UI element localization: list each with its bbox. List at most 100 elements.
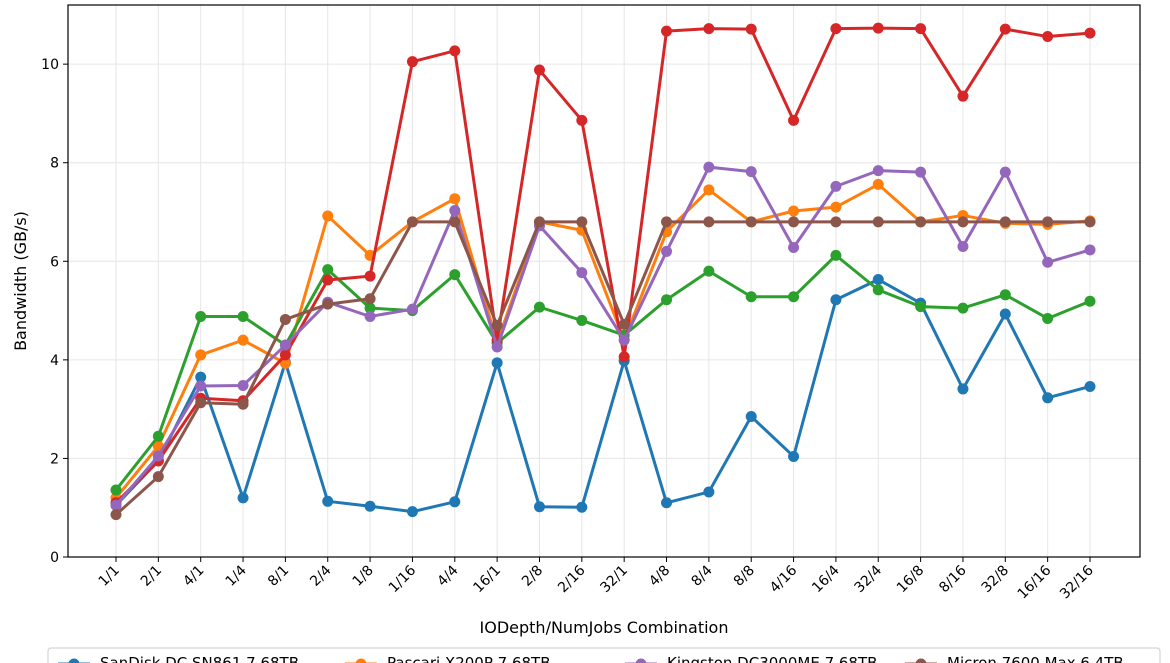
data-point (915, 166, 927, 178)
data-point (364, 302, 376, 314)
data-point (745, 291, 757, 303)
data-point (195, 397, 207, 409)
data-point (788, 114, 800, 126)
data-point (788, 216, 800, 228)
data-point (872, 216, 884, 228)
x-tick-label: 2/8 (519, 563, 546, 590)
data-point (957, 383, 969, 395)
data-point (745, 216, 757, 228)
data-point (872, 165, 884, 177)
grid (68, 5, 1140, 558)
data-point (449, 193, 461, 205)
x-tick-label: 1/1 (96, 563, 123, 590)
data-point (1084, 380, 1096, 392)
data-point (237, 398, 249, 410)
series-line (114, 165, 1091, 507)
data-point (533, 64, 545, 76)
data-point (830, 23, 842, 35)
y-tick-label: 4 (50, 353, 59, 369)
data-point (830, 216, 842, 228)
y-tick-label: 6 (50, 254, 59, 270)
x-tick-label: 4/8 (646, 563, 673, 590)
data-point (449, 496, 461, 508)
data-point (152, 430, 164, 442)
data-point (364, 270, 376, 282)
x-tick-label: 1/4 (223, 562, 250, 589)
data-point (322, 264, 334, 276)
data-point (1084, 216, 1096, 228)
data-point (322, 298, 334, 310)
data-point (788, 291, 800, 303)
data-point (618, 334, 630, 346)
data-point (449, 269, 461, 281)
data-point (999, 23, 1011, 35)
legend-label: SanDisk DC SN861 7.68TB (100, 654, 299, 663)
data-point (703, 184, 715, 196)
data-point (872, 22, 884, 34)
data-point (872, 274, 884, 286)
x-tick-label: 32/8 (979, 563, 1013, 597)
x-tick-label: 1/8 (350, 563, 377, 590)
data-point (576, 267, 588, 279)
legend-marker (915, 658, 927, 663)
data-point (915, 23, 927, 35)
data-point (152, 471, 164, 483)
data-point (491, 341, 503, 353)
data-point (915, 301, 927, 313)
data-point (449, 216, 461, 228)
data-point (999, 216, 1011, 228)
data-point (237, 334, 249, 346)
data-point (195, 310, 207, 322)
data-point (576, 501, 588, 513)
data-point (830, 249, 842, 261)
data-point (788, 205, 800, 217)
data-point (1084, 295, 1096, 307)
data-point (406, 303, 418, 315)
data-point (1042, 392, 1054, 404)
x-tick-label: 4/16 (767, 562, 801, 596)
series-group (110, 22, 1096, 521)
plot-frame (67, 4, 1141, 558)
data-point (279, 357, 291, 369)
data-point (661, 245, 673, 257)
data-point (491, 319, 503, 331)
data-point (279, 313, 291, 325)
data-point (533, 301, 545, 313)
x-tick-label: 16/8 (894, 563, 928, 597)
data-point (406, 56, 418, 68)
x-axis-label: IODepth/NumJobs Combination (480, 618, 729, 637)
y-tick-label: 0 (50, 550, 59, 566)
data-point (745, 23, 757, 35)
series-0 (110, 274, 1096, 518)
y-tick-label: 8 (50, 156, 59, 172)
x-tick-label: 2/4 (307, 562, 334, 589)
data-point (1084, 27, 1096, 39)
data-point (364, 310, 376, 322)
data-point (533, 216, 545, 228)
legend-marker (68, 658, 80, 663)
legend-marker (635, 658, 647, 663)
data-point (279, 339, 291, 351)
data-point (957, 216, 969, 228)
data-point (576, 216, 588, 228)
series-line (114, 220, 1090, 516)
data-point (406, 216, 418, 228)
data-point (1084, 244, 1096, 256)
series-1 (110, 178, 1096, 504)
x-tick-label: 32/1 (597, 563, 631, 597)
y-tick-label: 10 (41, 57, 59, 73)
data-point (1042, 31, 1054, 43)
data-point (915, 216, 927, 228)
data-point (449, 45, 461, 57)
data-point (618, 351, 630, 363)
series-5 (110, 216, 1096, 521)
data-point (364, 293, 376, 305)
data-point (1042, 256, 1054, 268)
data-point (788, 241, 800, 253)
data-point (999, 166, 1011, 178)
data-point (703, 23, 715, 35)
data-point (957, 302, 969, 314)
data-point (788, 450, 800, 462)
y-tick-label: 2 (50, 451, 59, 467)
data-point (576, 114, 588, 126)
